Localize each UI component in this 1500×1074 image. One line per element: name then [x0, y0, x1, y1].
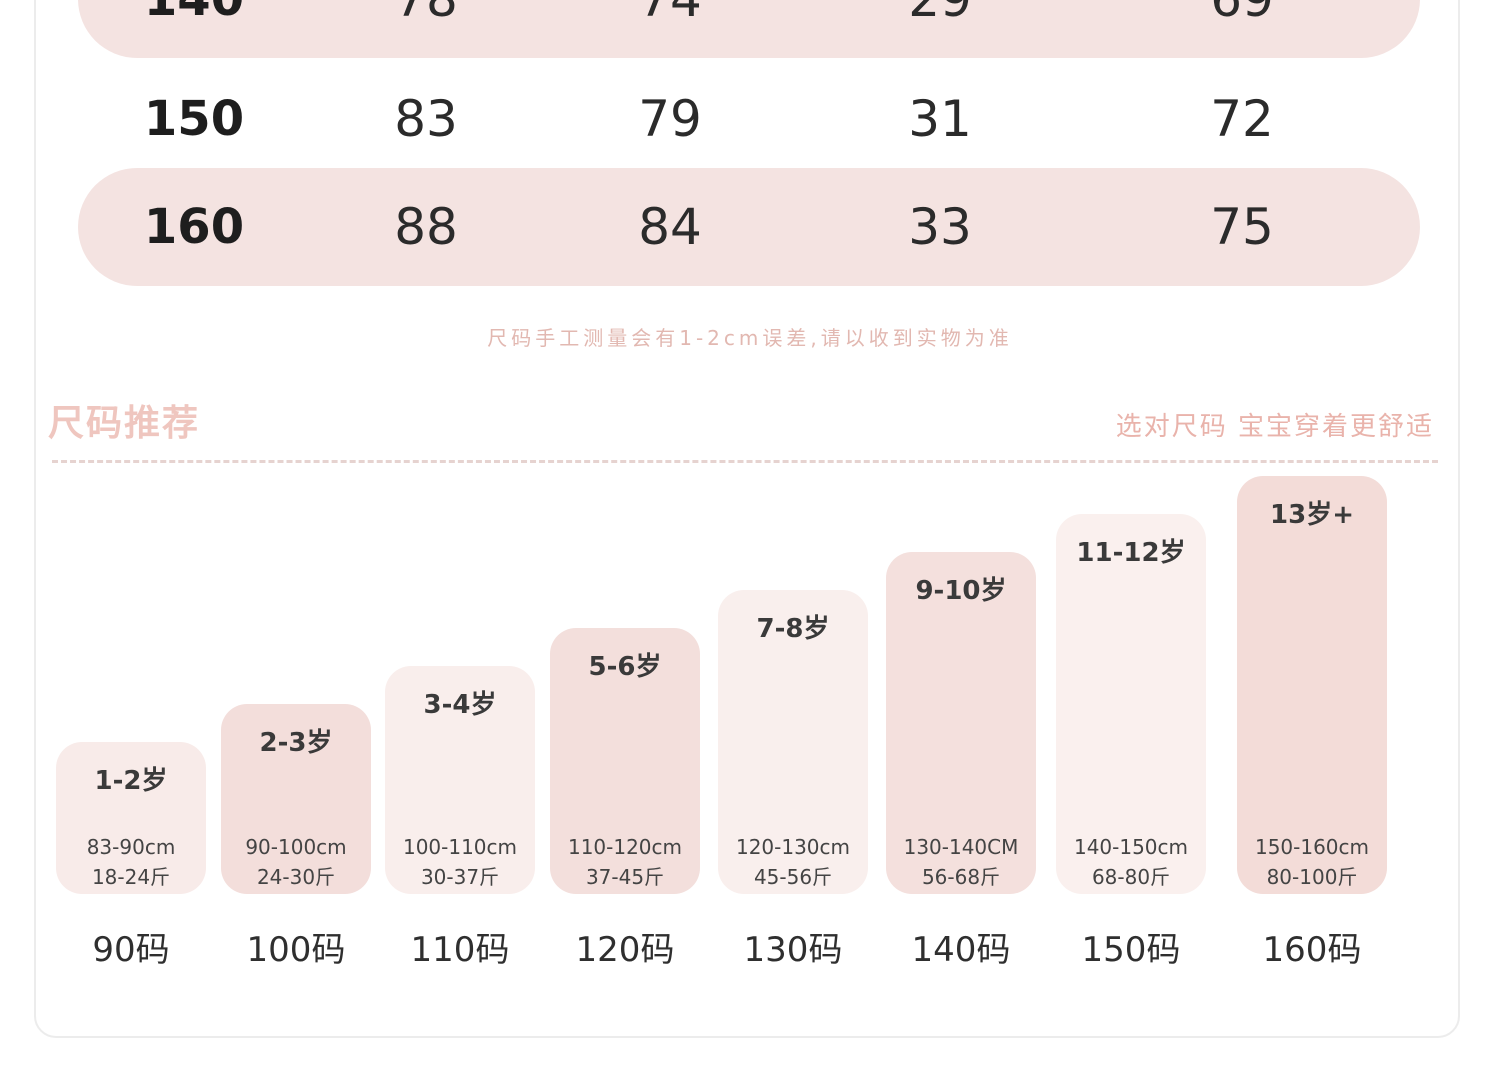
body-measurements: 83-90cm 18-24斤: [56, 832, 206, 894]
height-range: 150-160cm: [1254, 835, 1370, 859]
height-range: 100-110cm: [402, 835, 518, 859]
weight-range: 56-68斤: [921, 865, 1001, 889]
size-bar: 3-4岁 100-110cm 30-37斤: [385, 666, 535, 894]
measure-cell: 88: [394, 198, 458, 256]
size-label: 150码: [1081, 930, 1181, 970]
height-range: 120-130cm: [735, 835, 851, 859]
body-measurements: 110-120cm 37-45斤: [550, 832, 700, 894]
measure-cell: 84: [638, 198, 702, 256]
size-label: 140码: [911, 930, 1011, 970]
measure-cell: 69: [1142, 0, 1342, 58]
size-bar: 1-2岁 83-90cm 18-24斤: [56, 742, 206, 894]
measure-cell: 75: [1210, 198, 1274, 256]
measure-cell: 29: [840, 0, 1040, 58]
age-range: 7-8岁: [756, 614, 830, 644]
size-bar: 11-12岁 140-150cm 68-80斤: [1056, 514, 1206, 894]
section-subtitle: 选对尺码 宝宝穿着更舒适: [1115, 412, 1434, 442]
weight-range: 18-24斤: [91, 865, 171, 889]
size-label: 120码: [575, 930, 675, 970]
age-range: 11-12岁: [1076, 538, 1186, 568]
measure-cell: 33: [908, 198, 972, 256]
section-title: 尺码推荐: [48, 403, 201, 444]
measure-cell: 78: [326, 0, 526, 58]
size-bar: 9-10岁 130-140CM 56-68斤: [886, 552, 1036, 894]
age-range: 3-4岁: [423, 690, 497, 720]
weight-range: 80-100斤: [1266, 865, 1358, 889]
table-row: 150 83 79 31 72: [78, 60, 1420, 178]
weight-range: 45-56斤: [753, 865, 833, 889]
measure-cell: 83: [394, 90, 458, 148]
measure-cell: 79: [638, 90, 702, 148]
body-measurements: 140-150cm 68-80斤: [1056, 832, 1206, 894]
size-label: 130码: [743, 930, 843, 970]
weight-range: 68-80斤: [1091, 865, 1171, 889]
size-bar: 13岁+ 150-160cm 80-100斤: [1237, 476, 1387, 894]
height-range: 83-90cm: [86, 835, 176, 859]
age-range: 13岁+: [1270, 500, 1354, 530]
body-measurements: 100-110cm 30-37斤: [385, 832, 535, 894]
age-range: 9-10岁: [915, 576, 1007, 606]
age-range: 5-6岁: [588, 652, 662, 682]
table-row: 140 78 74 29 69: [78, 0, 1420, 58]
weight-range: 37-45斤: [585, 865, 665, 889]
size-cell: 140: [94, 0, 294, 58]
table-row: 160 88 84 33 75: [78, 168, 1420, 286]
body-measurements: 90-100cm 24-30斤: [221, 832, 371, 894]
body-measurements: 130-140CM 56-68斤: [886, 832, 1036, 894]
measure-cell: 72: [1210, 90, 1274, 148]
dashed-divider: [52, 460, 1438, 463]
size-label: 160码: [1262, 930, 1362, 970]
size-bar: 2-3岁 90-100cm 24-30斤: [221, 704, 371, 894]
height-range: 130-140CM: [903, 835, 1019, 859]
size-label: 110码: [410, 930, 510, 970]
weight-range: 24-30斤: [256, 865, 336, 889]
size-label: 90码: [92, 930, 170, 970]
size-bar: 7-8岁 120-130cm 45-56斤: [718, 590, 868, 894]
weight-range: 30-37斤: [420, 865, 500, 889]
age-range: 2-3岁: [259, 728, 333, 758]
body-measurements: 120-130cm 45-56斤: [718, 832, 868, 894]
measurement-note: 尺码手工测量会有1-2cm误差,请以收到实物为准: [487, 326, 1013, 350]
height-range: 110-120cm: [567, 835, 683, 859]
measure-cell: 31: [908, 90, 972, 148]
body-measurements: 150-160cm 80-100斤: [1237, 832, 1387, 894]
measure-cell: 74: [570, 0, 770, 58]
size-bar: 5-6岁 110-120cm 37-45斤: [550, 628, 700, 894]
size-cell: 160: [143, 199, 245, 255]
age-range: 1-2岁: [94, 766, 168, 796]
size-label: 100码: [246, 930, 346, 970]
size-cell: 150: [143, 91, 245, 147]
height-range: 90-100cm: [245, 835, 347, 859]
height-range: 140-150cm: [1073, 835, 1189, 859]
